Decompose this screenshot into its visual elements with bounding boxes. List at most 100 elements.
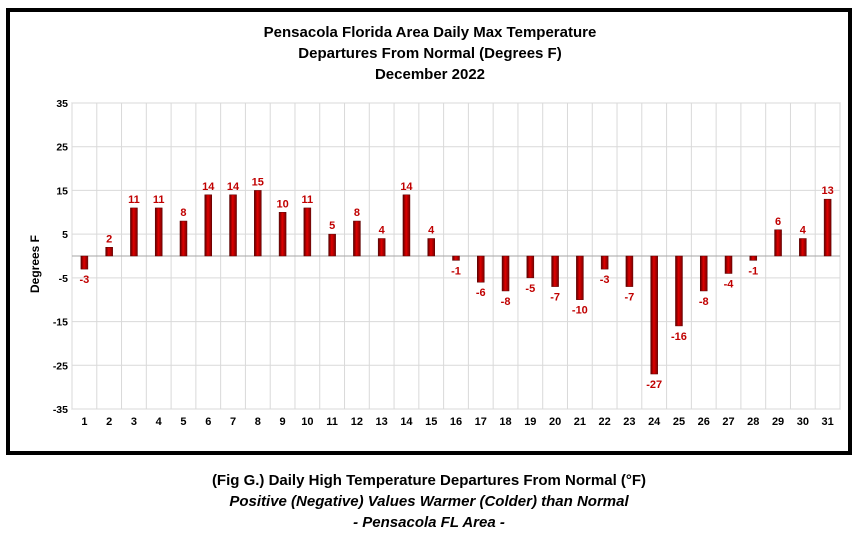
bar-day-10 <box>303 207 312 257</box>
bar-day-31 <box>823 198 832 257</box>
x-tick-label: 8 <box>255 416 261 428</box>
caption-line-2: Positive (Negative) Values Warmer (Colde… <box>229 493 629 510</box>
data-label-day-6: 14 <box>202 181 215 193</box>
y-tick-label: -5 <box>59 273 68 285</box>
data-label-day-1: -3 <box>79 274 89 286</box>
bar-day-24 <box>650 255 658 375</box>
figure-caption: (Fig G.) Daily High Temperature Departur… <box>0 470 858 533</box>
x-tick-label: 29 <box>772 416 784 428</box>
x-tick-label: 21 <box>574 416 586 428</box>
data-label-day-29: 6 <box>775 216 781 228</box>
data-label-day-24: -27 <box>646 379 662 391</box>
x-tick-label: 1 <box>81 416 87 428</box>
data-label-day-9: 10 <box>276 198 288 210</box>
x-tick-label: 2 <box>106 416 112 428</box>
caption-line-3: - Pensacola FL Area - <box>353 514 505 531</box>
x-tick-label: 30 <box>797 416 809 428</box>
bar-day-22 <box>600 255 609 270</box>
bar-day-5 <box>179 220 188 257</box>
bar-day-18 <box>501 255 510 292</box>
data-label-day-17: -6 <box>476 287 486 299</box>
bar-day-6 <box>204 194 213 257</box>
bar-day-11 <box>328 233 336 257</box>
bar-day-1 <box>80 255 89 270</box>
x-tick-label: 25 <box>673 416 685 428</box>
plot-area: 3525155-5-15-25-35-312211311485146147158… <box>53 98 841 428</box>
x-tick-label: 6 <box>205 416 211 428</box>
bar-day-16 <box>452 255 460 261</box>
y-tick-label: -25 <box>53 360 68 372</box>
x-tick-label: 13 <box>376 416 388 428</box>
chart-title: Pensacola Florida Area Daily Max Tempera… <box>264 24 597 83</box>
x-tick-label: 31 <box>821 416 833 428</box>
y-tick-label: 25 <box>56 142 68 154</box>
x-tick-label: 22 <box>599 416 611 428</box>
chart-title-line-1: Pensacola Florida Area Daily Max Tempera… <box>264 24 597 41</box>
bar-day-9 <box>278 212 287 257</box>
bar-day-17 <box>477 255 485 283</box>
bar-day-13 <box>377 238 386 257</box>
bar-day-23 <box>625 255 634 287</box>
bar-day-30 <box>799 238 807 257</box>
x-tick-label: 11 <box>326 416 338 428</box>
x-tick-label: 14 <box>400 416 413 428</box>
data-label-day-28: -1 <box>748 265 758 277</box>
data-label-day-27: -4 <box>724 278 735 290</box>
bar-day-15 <box>427 238 435 257</box>
data-label-day-15: 4 <box>428 225 435 237</box>
data-label-day-10: 11 <box>302 194 314 206</box>
data-label-day-8: 15 <box>252 176 264 188</box>
bar-day-7 <box>229 194 237 257</box>
chart-frame: Pensacola Florida Area Daily Max Tempera… <box>6 8 852 455</box>
data-label-day-13: 4 <box>379 225 386 237</box>
data-label-day-20: -7 <box>550 292 560 304</box>
data-label-day-7: 14 <box>227 181 240 193</box>
x-tick-label: 20 <box>549 416 561 428</box>
y-tick-label: -15 <box>53 317 68 329</box>
x-tick-label: 19 <box>524 416 536 428</box>
x-tick-label: 12 <box>351 416 363 428</box>
data-label-day-14: 14 <box>400 181 413 193</box>
x-tick-label: 16 <box>450 416 462 428</box>
bar-day-21 <box>576 255 584 300</box>
bar-day-12 <box>353 220 361 257</box>
x-tick-label: 17 <box>475 416 487 428</box>
y-tick-label: 35 <box>56 98 68 110</box>
bar-day-3 <box>130 207 138 257</box>
bar-day-26 <box>699 255 708 292</box>
data-label-day-25: -16 <box>671 331 687 343</box>
x-tick-label: 3 <box>131 416 137 428</box>
data-label-day-12: 8 <box>354 207 360 219</box>
y-tick-label: -35 <box>53 404 68 416</box>
data-label-day-16: -1 <box>451 265 461 277</box>
data-label-day-2: 2 <box>106 233 112 245</box>
x-tick-label: 5 <box>180 416 186 428</box>
bar-day-28 <box>749 255 758 261</box>
data-label-day-11: 5 <box>329 220 335 232</box>
data-label-day-23: -7 <box>625 292 635 304</box>
y-tick-label: 15 <box>56 185 68 197</box>
data-label-day-22: -3 <box>600 274 610 286</box>
x-tick-label: 26 <box>698 416 710 428</box>
bar-day-25 <box>675 255 683 327</box>
data-label-day-4: 11 <box>153 194 165 206</box>
chart-title-line-2: Departures From Normal (Degrees F) <box>298 45 561 62</box>
x-tick-label: 27 <box>722 416 734 428</box>
x-tick-label: 24 <box>648 416 661 428</box>
bar-day-27 <box>724 255 733 274</box>
bar-day-14 <box>402 194 411 257</box>
data-label-day-30: 4 <box>800 225 807 237</box>
bar-day-4 <box>154 207 163 257</box>
data-label-day-31: 13 <box>821 185 833 197</box>
data-label-day-19: -5 <box>525 283 535 295</box>
data-label-day-3: 11 <box>128 194 140 206</box>
x-tick-label: 18 <box>499 416 511 428</box>
y-tick-label: 5 <box>62 229 68 241</box>
chart-title-line-3: December 2022 <box>375 66 485 83</box>
x-tick-label: 23 <box>623 416 635 428</box>
data-label-day-18: -8 <box>501 296 511 308</box>
bar-day-29 <box>774 229 782 257</box>
x-tick-label: 10 <box>301 416 313 428</box>
bar-chart: Pensacola Florida Area Daily Max Tempera… <box>28 24 841 428</box>
bar-day-20 <box>551 255 559 287</box>
